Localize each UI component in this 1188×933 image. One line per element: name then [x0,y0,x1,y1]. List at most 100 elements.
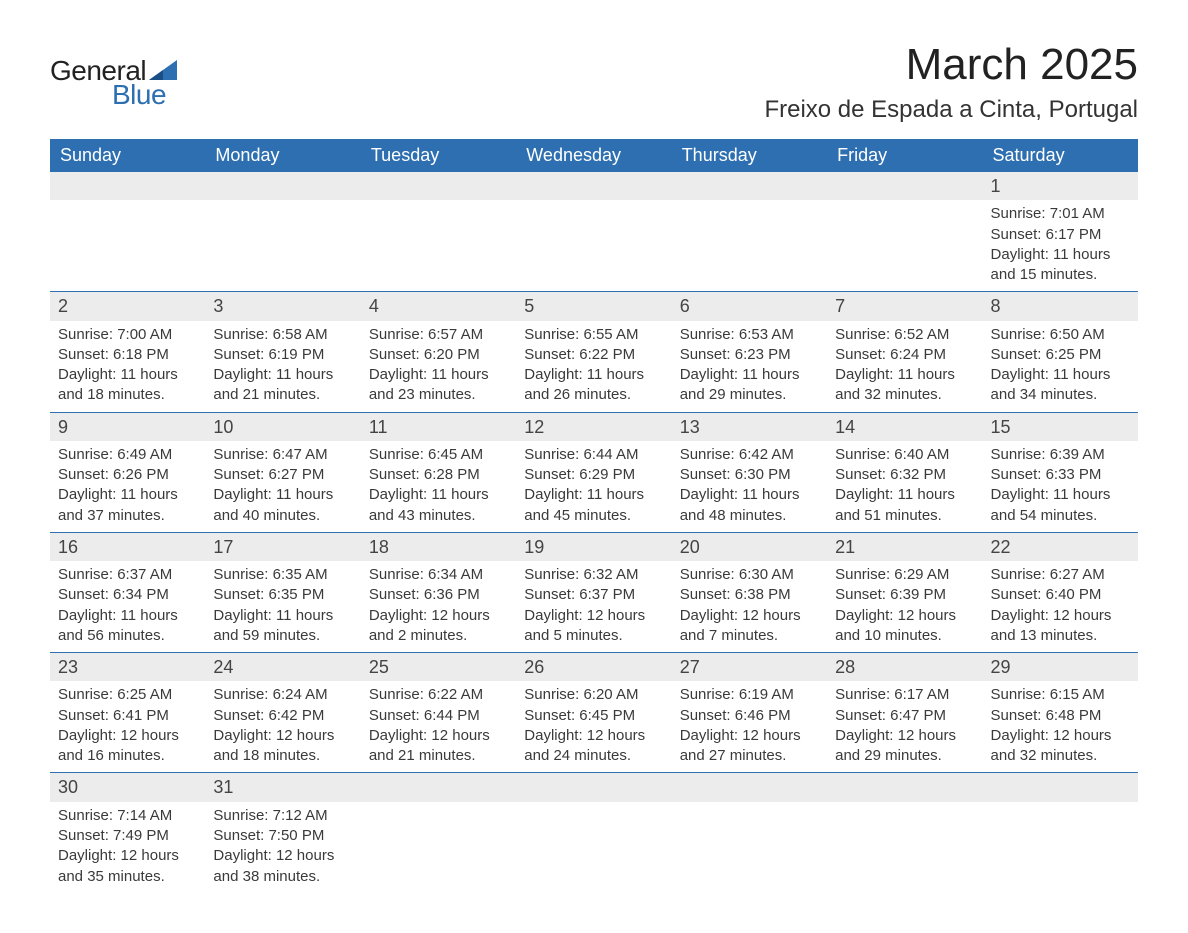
day-body: Sunrise: 6:27 AMSunset: 6:40 PMDaylight:… [983,561,1138,652]
day-sunrise: Sunrise: 6:24 AM [213,685,352,705]
day-dl1: Daylight: 11 hours [58,365,197,385]
day-sunrise: Sunrise: 6:47 AM [213,445,352,465]
day-sunset: Sunset: 6:34 PM [58,585,197,605]
day-dl2: and 45 minutes. [524,506,663,526]
day-number: 31 [205,773,360,801]
day-body: Sunrise: 6:22 AMSunset: 6:44 PMDaylight:… [361,681,516,772]
calendar-cell: 6Sunrise: 6:53 AMSunset: 6:23 PMDaylight… [672,292,827,412]
calendar-cell: 5Sunrise: 6:55 AMSunset: 6:22 PMDaylight… [516,292,671,412]
day-sunrise: Sunrise: 6:29 AM [835,565,974,585]
calendar-table: SundayMondayTuesdayWednesdayThursdayFrid… [50,139,1138,893]
calendar-cell: 27Sunrise: 6:19 AMSunset: 6:46 PMDayligh… [672,653,827,773]
day-number: 25 [361,653,516,681]
calendar-cell [361,172,516,292]
day-body: Sunrise: 6:35 AMSunset: 6:35 PMDaylight:… [205,561,360,652]
empty-day-header [361,773,516,801]
day-dl1: Daylight: 11 hours [213,606,352,626]
day-sunrise: Sunrise: 6:42 AM [680,445,819,465]
day-number: 8 [983,292,1138,320]
day-sunrise: Sunrise: 7:14 AM [58,806,197,826]
calendar-cell: 17Sunrise: 6:35 AMSunset: 6:35 PMDayligh… [205,532,360,652]
day-number: 2 [50,292,205,320]
day-sunset: Sunset: 6:33 PM [991,465,1130,485]
day-dl1: Daylight: 12 hours [58,726,197,746]
day-body: Sunrise: 6:47 AMSunset: 6:27 PMDaylight:… [205,441,360,532]
day-number: 29 [983,653,1138,681]
calendar-cell: 11Sunrise: 6:45 AMSunset: 6:28 PMDayligh… [361,412,516,532]
day-sunset: Sunset: 6:29 PM [524,465,663,485]
day-dl2: and 34 minutes. [991,385,1130,405]
day-dl2: and 56 minutes. [58,626,197,646]
day-number: 27 [672,653,827,681]
calendar-cell: 24Sunrise: 6:24 AMSunset: 6:42 PMDayligh… [205,653,360,773]
page-title: March 2025 [764,40,1138,90]
day-sunset: Sunset: 6:28 PM [369,465,508,485]
day-number: 18 [361,533,516,561]
title-block: March 2025 Freixo de Espada a Cinta, Por… [764,40,1138,124]
day-dl2: and 15 minutes. [991,265,1130,285]
weekday-header: Thursday [672,139,827,172]
calendar-cell: 15Sunrise: 6:39 AMSunset: 6:33 PMDayligh… [983,412,1138,532]
day-number: 6 [672,292,827,320]
day-sunset: Sunset: 6:30 PM [680,465,819,485]
day-dl2: and 54 minutes. [991,506,1130,526]
day-dl1: Daylight: 12 hours [524,726,663,746]
logo-text-blue: Blue [112,79,166,111]
day-body: Sunrise: 6:57 AMSunset: 6:20 PMDaylight:… [361,321,516,412]
day-dl2: and 18 minutes. [58,385,197,405]
weekday-header: Wednesday [516,139,671,172]
calendar-week: 9Sunrise: 6:49 AMSunset: 6:26 PMDaylight… [50,412,1138,532]
empty-day-header [361,172,516,200]
day-body: Sunrise: 6:40 AMSunset: 6:32 PMDaylight:… [827,441,982,532]
day-dl2: and 32 minutes. [991,746,1130,766]
calendar-cell [50,172,205,292]
day-body: Sunrise: 6:58 AMSunset: 6:19 PMDaylight:… [205,321,360,412]
day-number: 9 [50,413,205,441]
day-dl1: Daylight: 11 hours [991,365,1130,385]
day-sunrise: Sunrise: 7:12 AM [213,806,352,826]
day-body: Sunrise: 6:15 AMSunset: 6:48 PMDaylight:… [983,681,1138,772]
day-body: Sunrise: 6:44 AMSunset: 6:29 PMDaylight:… [516,441,671,532]
day-sunset: Sunset: 6:37 PM [524,585,663,605]
day-number: 24 [205,653,360,681]
day-sunrise: Sunrise: 6:32 AM [524,565,663,585]
day-dl2: and 7 minutes. [680,626,819,646]
calendar-cell: 1Sunrise: 7:01 AMSunset: 6:17 PMDaylight… [983,172,1138,292]
day-sunset: Sunset: 6:38 PM [680,585,819,605]
day-sunrise: Sunrise: 6:27 AM [991,565,1130,585]
day-body: Sunrise: 6:50 AMSunset: 6:25 PMDaylight:… [983,321,1138,412]
day-body: Sunrise: 6:42 AMSunset: 6:30 PMDaylight:… [672,441,827,532]
day-dl1: Daylight: 12 hours [991,606,1130,626]
calendar-cell: 12Sunrise: 6:44 AMSunset: 6:29 PMDayligh… [516,412,671,532]
calendar-cell [983,773,1138,893]
calendar-cell: 3Sunrise: 6:58 AMSunset: 6:19 PMDaylight… [205,292,360,412]
calendar-cell: 18Sunrise: 6:34 AMSunset: 6:36 PMDayligh… [361,532,516,652]
day-body: Sunrise: 6:29 AMSunset: 6:39 PMDaylight:… [827,561,982,652]
calendar-cell: 13Sunrise: 6:42 AMSunset: 6:30 PMDayligh… [672,412,827,532]
logo-triangle-icon [149,60,177,80]
day-dl2: and 13 minutes. [991,626,1130,646]
day-dl1: Daylight: 11 hours [680,365,819,385]
empty-day-header [50,172,205,200]
header: General Blue March 2025 Freixo de Espada… [50,40,1138,124]
day-sunset: Sunset: 6:39 PM [835,585,974,605]
day-sunset: Sunset: 6:19 PM [213,345,352,365]
day-sunrise: Sunrise: 6:30 AM [680,565,819,585]
day-dl1: Daylight: 11 hours [369,365,508,385]
day-sunset: Sunset: 6:47 PM [835,706,974,726]
calendar-cell: 9Sunrise: 6:49 AMSunset: 6:26 PMDaylight… [50,412,205,532]
day-sunrise: Sunrise: 6:40 AM [835,445,974,465]
day-number: 12 [516,413,671,441]
day-sunrise: Sunrise: 7:00 AM [58,325,197,345]
day-number: 28 [827,653,982,681]
day-number: 7 [827,292,982,320]
day-sunset: Sunset: 6:26 PM [58,465,197,485]
calendar-cell: 7Sunrise: 6:52 AMSunset: 6:24 PMDaylight… [827,292,982,412]
day-dl1: Daylight: 12 hours [213,846,352,866]
day-body: Sunrise: 7:00 AMSunset: 6:18 PMDaylight:… [50,321,205,412]
day-body: Sunrise: 6:55 AMSunset: 6:22 PMDaylight:… [516,321,671,412]
day-sunrise: Sunrise: 6:37 AM [58,565,197,585]
calendar-cell [672,773,827,893]
day-dl1: Daylight: 12 hours [835,606,974,626]
day-sunrise: Sunrise: 6:57 AM [369,325,508,345]
